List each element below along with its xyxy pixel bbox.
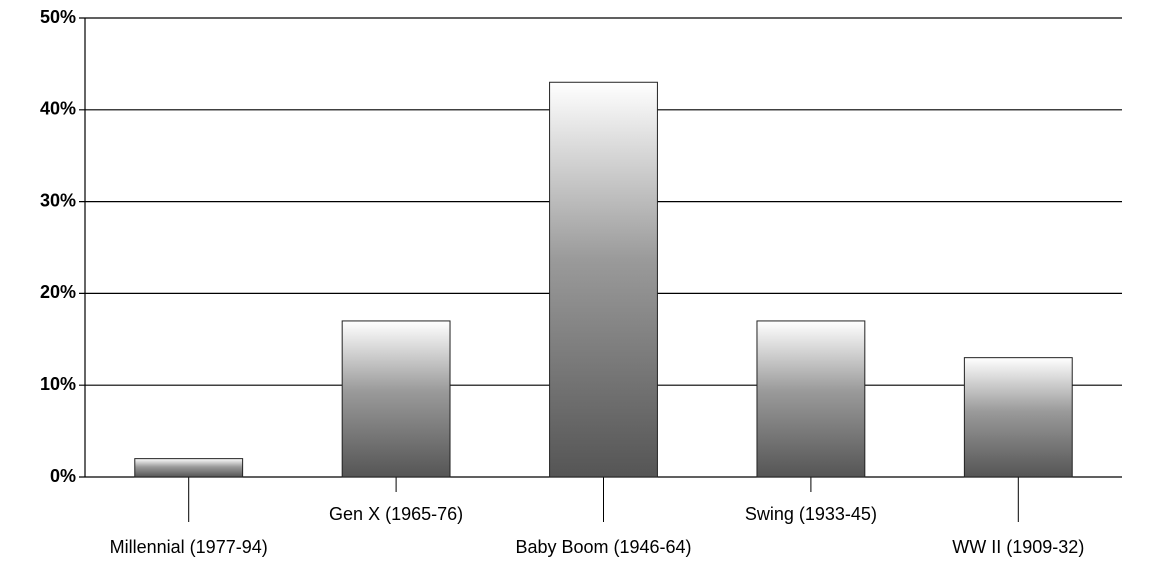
- y-tick-label: 10%: [40, 374, 76, 394]
- bar: [756, 320, 866, 478]
- y-tick-label: 50%: [40, 7, 76, 27]
- y-tick-label: 40%: [40, 99, 76, 119]
- x-tick-label: Baby Boom (1946-64): [515, 537, 691, 557]
- x-tick-label: WW II (1909-32): [952, 537, 1084, 557]
- bar: [341, 320, 451, 478]
- x-tick-label: Millennial (1977-94): [110, 537, 268, 557]
- y-tick-label: 20%: [40, 282, 76, 302]
- bar: [549, 81, 658, 478]
- bar: [963, 357, 1073, 478]
- y-tick-label: 0%: [50, 466, 76, 486]
- bar: [134, 458, 244, 478]
- y-tick-label: 30%: [40, 190, 76, 210]
- x-tick-label: Gen X (1965-76): [329, 504, 463, 524]
- x-tick-label: Swing (1933-45): [745, 504, 877, 524]
